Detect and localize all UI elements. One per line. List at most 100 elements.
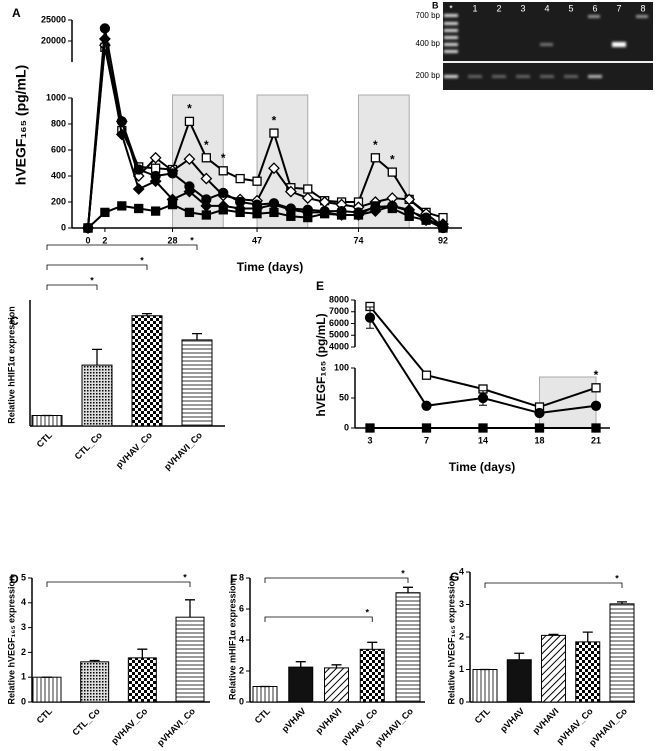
x-tick-label: 2 <box>102 235 107 245</box>
bar <box>359 648 385 703</box>
x-tick-label: pVHAV_Co <box>114 430 155 471</box>
panel-letter: E <box>316 279 324 293</box>
marker <box>303 184 313 194</box>
significance-bracket <box>264 616 373 622</box>
x-tick-label: 7 <box>424 435 429 445</box>
annotation: * <box>390 152 395 166</box>
lane-label: 4 <box>544 3 549 13</box>
marker <box>100 207 110 218</box>
x-tick-label: pVHAVI_Co <box>155 706 197 748</box>
y-tick-label: 8 <box>239 572 244 582</box>
error-bar <box>367 641 378 650</box>
y-tick-label: 3 <box>459 599 464 609</box>
x-tick-label: pVHAVI <box>531 706 561 736</box>
marker <box>218 187 229 199</box>
marker <box>534 423 545 433</box>
y-axis-label: Relative mHIF1α expression <box>227 580 237 700</box>
panel-letter: B <box>432 0 439 10</box>
panel-letter: C <box>10 314 19 328</box>
marker <box>404 211 414 221</box>
marker <box>387 167 397 177</box>
annotation: * <box>221 151 226 165</box>
error-bar <box>514 652 525 660</box>
error-bar <box>617 601 627 604</box>
y-tick-label: 2 <box>459 631 464 641</box>
marker <box>201 210 211 220</box>
lane-label: 7 <box>616 3 621 13</box>
y-tick-label: 4 <box>239 634 244 644</box>
highlight-band <box>539 376 597 429</box>
x-tick-label: pVHAV <box>498 706 526 734</box>
marker <box>98 32 111 45</box>
y-tick-label: 4000 <box>329 341 349 351</box>
gel-divider <box>443 61 653 63</box>
significance-bracket <box>484 582 623 588</box>
y-tick-label: 20000 <box>41 35 66 45</box>
error-bar <box>137 648 148 658</box>
marker <box>421 400 432 411</box>
x-tick-label: 74 <box>353 235 363 245</box>
significance-bracket <box>264 577 409 583</box>
marker <box>336 210 347 220</box>
x-tick-label: 3 <box>367 435 372 445</box>
marker <box>590 400 602 411</box>
panel-letter: F <box>230 572 237 586</box>
marker <box>200 172 213 185</box>
significance-bracket <box>46 244 198 250</box>
bar <box>175 616 205 703</box>
y-tick-label: 2 <box>239 665 244 675</box>
bar <box>324 667 349 703</box>
marker <box>149 175 162 188</box>
marker <box>421 423 432 433</box>
lane-label: 5 <box>568 3 573 13</box>
y-tick-label: 0 <box>459 696 464 706</box>
marker <box>167 168 178 179</box>
y-tick-label: 400 <box>51 170 66 180</box>
marker <box>353 210 364 220</box>
marker <box>235 173 245 184</box>
marker <box>284 185 297 198</box>
x-tick-label: CTL <box>35 430 55 450</box>
marker <box>478 423 488 433</box>
y-tick-label: 0 <box>61 222 66 232</box>
y-tick-label: 200 <box>51 196 66 206</box>
y-tick-label: 25000 <box>41 14 66 24</box>
error-bar <box>89 659 100 662</box>
marker <box>235 207 245 218</box>
band-group <box>444 14 648 78</box>
marker <box>184 116 195 127</box>
marker <box>115 128 128 141</box>
marker <box>286 211 296 221</box>
panel-letter: G <box>450 570 459 584</box>
marker <box>252 176 262 186</box>
y-tick-label: 800 <box>51 118 66 128</box>
marker <box>149 151 162 164</box>
y-axis-label: hVEGF₁₆₅ (pg/mL) <box>13 65 29 185</box>
y-axis-label: Relative hHIF1α expression <box>6 306 16 424</box>
band <box>516 75 530 78</box>
marker <box>133 164 144 175</box>
lane-label: 8 <box>640 3 645 13</box>
series-line <box>87 44 444 229</box>
band <box>564 75 578 78</box>
bar <box>80 661 110 703</box>
y-axis-label: Relative hVEGF₁₆₅ expression <box>6 576 16 705</box>
marker <box>183 153 196 166</box>
y-tick-label: 600 <box>51 144 66 154</box>
marker <box>303 212 313 223</box>
band <box>444 50 458 53</box>
x-tick-label: 21 <box>591 435 601 445</box>
error-bar <box>295 661 306 668</box>
error-bar <box>142 313 152 316</box>
x-tick-label: pVHAVI_Co <box>373 706 415 748</box>
panel-letter: D <box>10 572 19 586</box>
bar <box>609 603 635 703</box>
x-tick-label: 47 <box>252 235 262 245</box>
x-tick-label: 0 <box>85 235 90 245</box>
x-tick-label: pVHAVI <box>314 706 344 736</box>
size-marker-label: 400 bp <box>416 39 441 48</box>
marker <box>387 203 397 214</box>
y-tick-label: 0 <box>344 422 349 432</box>
marker <box>268 162 280 175</box>
band <box>444 36 458 39</box>
